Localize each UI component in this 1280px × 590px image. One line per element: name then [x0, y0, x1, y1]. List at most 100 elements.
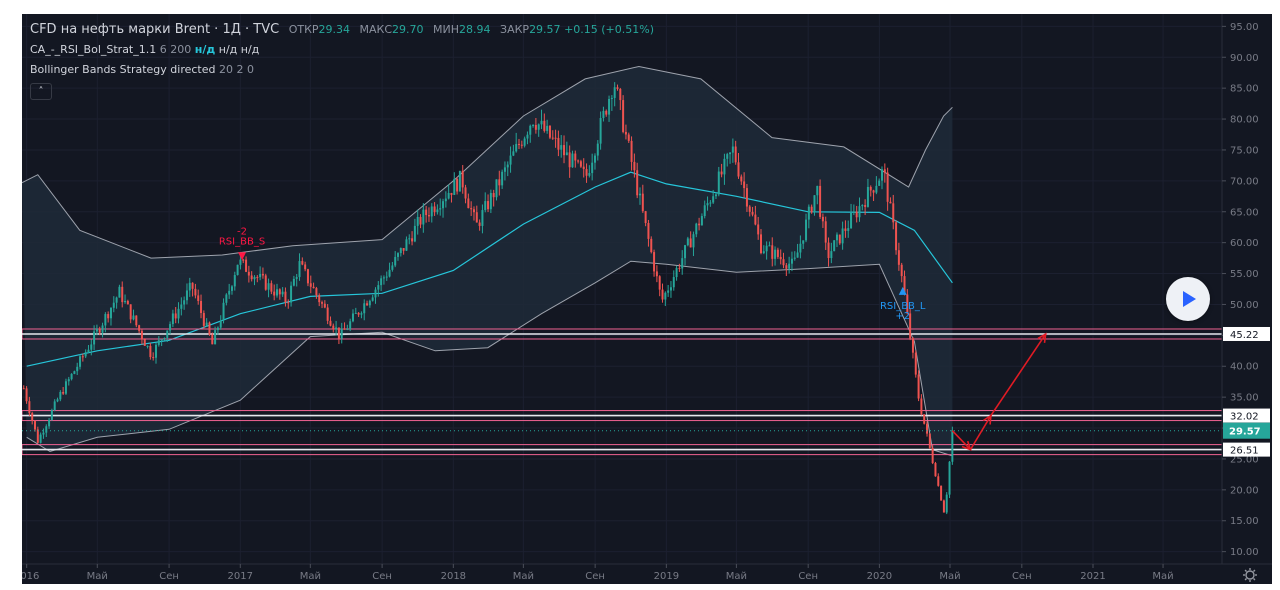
- candle-body: [911, 338, 914, 353]
- price-tick-label: 90.00: [1230, 53, 1259, 64]
- replay-play-button[interactable]: [1166, 277, 1210, 321]
- candle-body: [419, 216, 422, 225]
- signal-buy-arrow: [898, 286, 907, 295]
- candle-body: [48, 419, 51, 427]
- price-tick-label: 85.00: [1230, 84, 1259, 95]
- candle-body: [616, 87, 619, 89]
- candle-body: [380, 278, 383, 286]
- low-label: МИН: [433, 23, 460, 36]
- indicator1-name[interactable]: CA_-_RSI_Bol_Strat_1.1: [30, 43, 157, 56]
- legend-indicator1-row[interactable]: CA_-_RSI_Bol_Strat_1.1 6 200 н/д н/д н/д: [30, 40, 654, 60]
- candle-body: [36, 429, 39, 443]
- candle-body: [914, 352, 917, 375]
- candle-body: [354, 312, 357, 314]
- candle-body: [613, 87, 616, 98]
- candle-body: [222, 302, 225, 321]
- gear-icon[interactable]: [1245, 570, 1255, 580]
- candle-body: [478, 222, 481, 226]
- candle-body: [582, 166, 585, 170]
- candle-body: [242, 259, 245, 261]
- candle-body: [442, 201, 445, 209]
- candle-body: [864, 205, 867, 207]
- candle-body: [28, 401, 31, 414]
- chart-legend: CFD на нефть марки Brent · 1Д · TVC ОТКР…: [30, 20, 654, 101]
- candle-body: [230, 286, 233, 291]
- time-tick-label: Сен: [798, 571, 818, 582]
- forecast-arrow[interactable]: [951, 430, 972, 451]
- candle-body: [844, 228, 847, 231]
- candle-body: [926, 423, 929, 434]
- candle-body: [717, 171, 720, 195]
- symbol-title[interactable]: CFD на нефть марки Brent · 1Д · TVC: [30, 22, 280, 37]
- candle-body: [684, 245, 687, 259]
- candle-body: [104, 314, 107, 326]
- low-value: 28.94: [459, 23, 491, 36]
- candle-body: [568, 152, 571, 168]
- candle-body: [866, 186, 869, 207]
- candle-body: [532, 124, 535, 126]
- time-tick-label: Май: [300, 571, 321, 582]
- candle-body: [920, 398, 923, 415]
- candle-body: [948, 461, 951, 495]
- legend-indicator2-row[interactable]: Bollinger Bands Strategy directed 20 2 0: [30, 60, 654, 80]
- candle-body: [205, 322, 208, 326]
- candle-body: [202, 313, 205, 326]
- candle-body: [444, 198, 447, 202]
- forecast-arrow[interactable]: [990, 333, 1047, 417]
- candle-body: [129, 304, 132, 320]
- candle-body: [900, 264, 903, 277]
- level-price-tag[interactable]: [1223, 408, 1270, 423]
- candle-body: [588, 173, 591, 176]
- candle-body: [301, 261, 304, 265]
- candle-body: [470, 208, 473, 210]
- candle-body: [467, 198, 470, 209]
- indicator2-name[interactable]: Bollinger Bands Strategy directed: [30, 63, 216, 76]
- candle-body: [287, 302, 290, 304]
- candle-body: [838, 234, 841, 244]
- candle-body: [132, 315, 135, 320]
- candle-body: [726, 154, 729, 159]
- candle-body: [453, 178, 456, 195]
- candle-body: [171, 313, 174, 325]
- candle-body: [34, 420, 37, 430]
- candle-body: [689, 238, 692, 248]
- candle-body: [546, 125, 549, 131]
- bollinger-lower-line: [26, 260, 953, 457]
- collapse-legend-button[interactable]: ˄: [30, 83, 52, 100]
- candle-body: [861, 205, 864, 207]
- candle-body: [751, 211, 754, 215]
- signal-label: RSI_BB_L: [880, 301, 926, 312]
- candle-body: [337, 327, 340, 339]
- candle-body: [824, 221, 827, 243]
- indicator2-params: 20 2 0: [218, 63, 254, 76]
- change-value: +0.15 (+0.51%): [564, 23, 655, 36]
- candle-body: [664, 292, 667, 300]
- legend-symbol-row: CFD на нефть марки Brent · 1Д · TVC ОТКР…: [30, 20, 654, 40]
- chart-frame[interactable]: -2 RSI_BB_S RSI_BB_L +2 95.00 90.00 85.00 80.00…: [22, 14, 1272, 584]
- candle-body: [197, 295, 200, 301]
- candle-body: [802, 240, 805, 244]
- candle-body: [461, 170, 464, 188]
- price-tick-label: 50.00: [1230, 300, 1259, 311]
- forecast-arrow[interactable]: [969, 415, 992, 451]
- candle-body: [537, 124, 540, 130]
- candle-body: [624, 131, 627, 135]
- candle-body: [233, 275, 236, 287]
- level-price-tag[interactable]: [1223, 442, 1270, 457]
- candle-body: [481, 210, 484, 226]
- candle-body: [737, 162, 740, 177]
- level-price-tag[interactable]: [1223, 326, 1270, 341]
- candle-body: [571, 153, 574, 168]
- time-tick-label: Май: [87, 571, 108, 582]
- candle-body: [554, 137, 557, 139]
- candle-body: [675, 267, 678, 278]
- signal-amount: -2: [237, 226, 247, 237]
- candle-body: [298, 261, 301, 278]
- candle-body: [551, 137, 554, 139]
- candle-body: [841, 228, 844, 244]
- candle-body: [560, 145, 563, 150]
- high-label: МАКС: [359, 23, 393, 36]
- candle-body: [436, 209, 439, 213]
- candle-body: [810, 206, 813, 213]
